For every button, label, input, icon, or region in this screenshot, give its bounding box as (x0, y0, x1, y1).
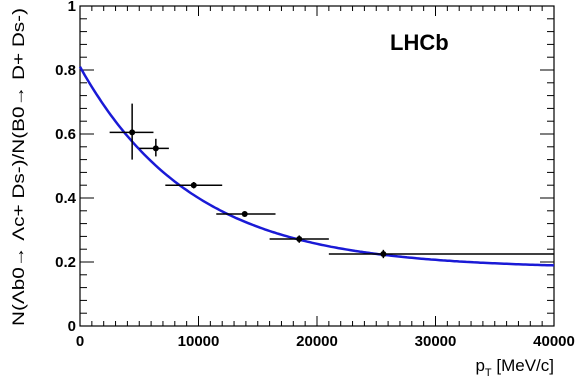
data-point (328, 249, 554, 259)
lhcb-label: LHCb (390, 30, 449, 55)
axis-ticks (79, 5, 555, 327)
x-axis-title-sub: T (485, 367, 492, 379)
data-point (109, 103, 154, 160)
y-tick-label: 0.2 (55, 254, 76, 271)
point-marker (152, 145, 159, 152)
y-tick-labels: 0 0.2 0.4 0.6 0.8 1 (55, 0, 77, 335)
point-marker (380, 251, 387, 257)
point-marker (190, 182, 197, 189)
plot-frame (79, 5, 555, 327)
x-tick-label: 20000 (296, 333, 338, 350)
x-axis-title-unit: [MeV/c] (492, 356, 554, 375)
fit-curve (78, 66, 555, 267)
y-tick-label: 0.4 (55, 190, 77, 207)
x-tick-label: 10000 (178, 333, 220, 350)
y-tick-label: 0 (68, 318, 76, 335)
data-point (216, 211, 276, 217)
data-point (269, 235, 329, 243)
point-marker (129, 129, 136, 136)
data-point (165, 182, 223, 189)
x-axis-title: pT [MeV/c] (475, 356, 554, 379)
point-marker (296, 235, 303, 242)
point-marker (241, 211, 248, 217)
y-tick-label: 1 (68, 0, 76, 15)
x-tick-labels: 0 10000 20000 30000 40000 (76, 333, 575, 350)
data-points (109, 103, 554, 259)
x-tick-label: 30000 (415, 333, 457, 350)
x-tick-label: 0 (76, 333, 84, 350)
x-tick-label: 40000 (533, 333, 575, 350)
y-tick-label: 0.8 (55, 62, 76, 79)
x-axis-title-main: p (475, 356, 484, 375)
y-axis-title: N(Λb0→ Λc+ Ds-)/N(B0→ D+ Ds-) (9, 8, 28, 326)
data-point (139, 138, 169, 157)
y-tick-label: 0.6 (55, 126, 76, 143)
